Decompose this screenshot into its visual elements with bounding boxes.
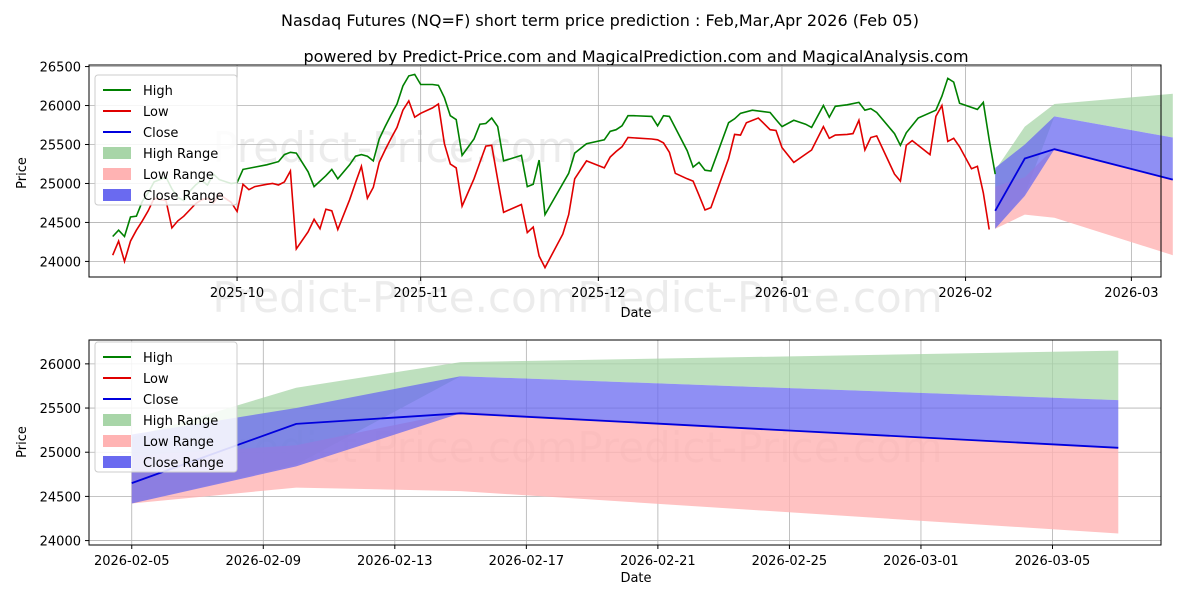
history-panel: Predict-Price.com Predict-Price.com Pred… <box>15 61 1174 322</box>
p1-legend-label: Close Range <box>143 189 224 204</box>
history-y-axis: 24000 24500 25000 25500 26000 26500 <box>40 61 89 270</box>
p2-x-tick-label: 2026-02-05 <box>94 554 170 569</box>
history-x-axis-label: Date <box>620 306 651 321</box>
p1-legend-swatch-area <box>103 147 131 159</box>
history-y-axis-label: Price <box>15 157 30 189</box>
forecast-y-axis: 24000 24500 25000 25500 26000 <box>40 358 89 550</box>
p1-legend-label: Low <box>143 105 169 120</box>
history-close-range-area <box>995 116 1173 229</box>
p1-x-tick-label: 2026-03 <box>1104 286 1158 301</box>
history-x-axis: 2025-10 2025-11 2025-12 2026-01 2026-02 2026-… <box>210 277 1159 301</box>
p1-x-tick-label: 2025-10 <box>210 286 264 301</box>
history-high-range-area <box>995 93 1173 229</box>
p1-y-tick-label: 24500 <box>40 216 81 231</box>
p1-y-tick-label: 26000 <box>40 100 81 115</box>
chart-subtitle: powered by Predict-Price.com and Magical… <box>303 47 968 66</box>
p2-x-tick-label: 2026-02-21 <box>620 554 696 569</box>
p2-legend-swatch-area <box>103 456 131 468</box>
forecast-ranges <box>131 350 1119 534</box>
p2-legend-label: Low Range <box>143 435 214 450</box>
p1-y-tick-label: 24000 <box>40 255 81 270</box>
p2-y-tick-label: 25500 <box>40 402 81 417</box>
history-watermark-2: Predict-Price.com <box>212 273 577 322</box>
forecast-panel: Predict-Price.com Predict-Price.com 2026… <box>15 339 1162 586</box>
p1-y-tick-label: 26500 <box>40 61 81 76</box>
history-watermark-3: Predict-Price.com <box>577 273 942 322</box>
p2-legend-label: Low <box>143 372 169 387</box>
p2-legend-label: Close Range <box>143 456 224 471</box>
p1-legend-label: High Range <box>143 147 218 162</box>
p1-x-tick-label: 2025-11 <box>394 286 448 301</box>
p2-legend-label: High <box>143 351 173 366</box>
p1-legend-label: High <box>143 84 173 99</box>
p1-legend-swatch-area <box>103 168 131 180</box>
forecast-high-range-area <box>131 350 1119 504</box>
p1-y-tick-label: 25000 <box>40 177 81 192</box>
p2-x-tick-label: 2026-02-25 <box>752 554 828 569</box>
history-low-line <box>111 99 990 270</box>
p2-y-tick-label: 25000 <box>40 446 81 461</box>
p1-x-tick-label: 2026-02 <box>938 286 992 301</box>
chart-title: Nasdaq Futures (NQ=F) short term price p… <box>281 11 919 30</box>
p2-x-tick-label: 2026-02-09 <box>226 554 302 569</box>
forecast-x-axis-label: Date <box>620 571 651 586</box>
p1-x-tick-label: 2026-01 <box>755 286 809 301</box>
forecast-low-range-area <box>131 411 1119 534</box>
p2-y-tick-label: 24500 <box>40 490 81 505</box>
history-legend: High Low Close High Range Low Range Close Ran… <box>94 74 238 206</box>
p2-legend-label: Close <box>143 393 178 408</box>
forecast-legend: High Low Close High Range Low Range Close Ran… <box>94 341 238 473</box>
history-close-line <box>994 148 1174 212</box>
p1-legend-label: Close <box>143 126 178 141</box>
forecast-plot-frame <box>88 339 1162 546</box>
forecast-y-axis-label: Price <box>15 426 30 458</box>
history-forecast-ranges <box>995 93 1173 256</box>
p2-x-tick-label: 2026-02-13 <box>357 554 433 569</box>
p1-legend-swatch-area <box>103 189 131 201</box>
p2-y-tick-label: 24000 <box>40 535 81 550</box>
p2-legend-label: High Range <box>143 414 218 429</box>
p2-x-tick-label: 2026-03-01 <box>883 554 959 569</box>
p1-x-tick-label: 2025-12 <box>571 286 625 301</box>
forecast-x-axis: 2026-02-05 2026-02-09 2026-02-13 2026-02-17… <box>94 545 1090 569</box>
forecast-close-range-area <box>131 376 1119 504</box>
p2-legend-swatch-area <box>103 414 131 426</box>
p2-x-tick-label: 2026-02-17 <box>489 554 565 569</box>
history-plot-frame <box>88 64 1162 278</box>
p2-legend-swatch-area <box>103 435 131 447</box>
history-low-range-area <box>995 147 1173 256</box>
p2-x-tick-label: 2026-03-05 <box>1015 554 1091 569</box>
p1-legend-label: Low Range <box>143 168 214 183</box>
p1-y-tick-label: 25500 <box>40 139 81 154</box>
history-gridlines <box>89 65 1161 277</box>
p2-y-tick-label: 26000 <box>40 358 81 373</box>
